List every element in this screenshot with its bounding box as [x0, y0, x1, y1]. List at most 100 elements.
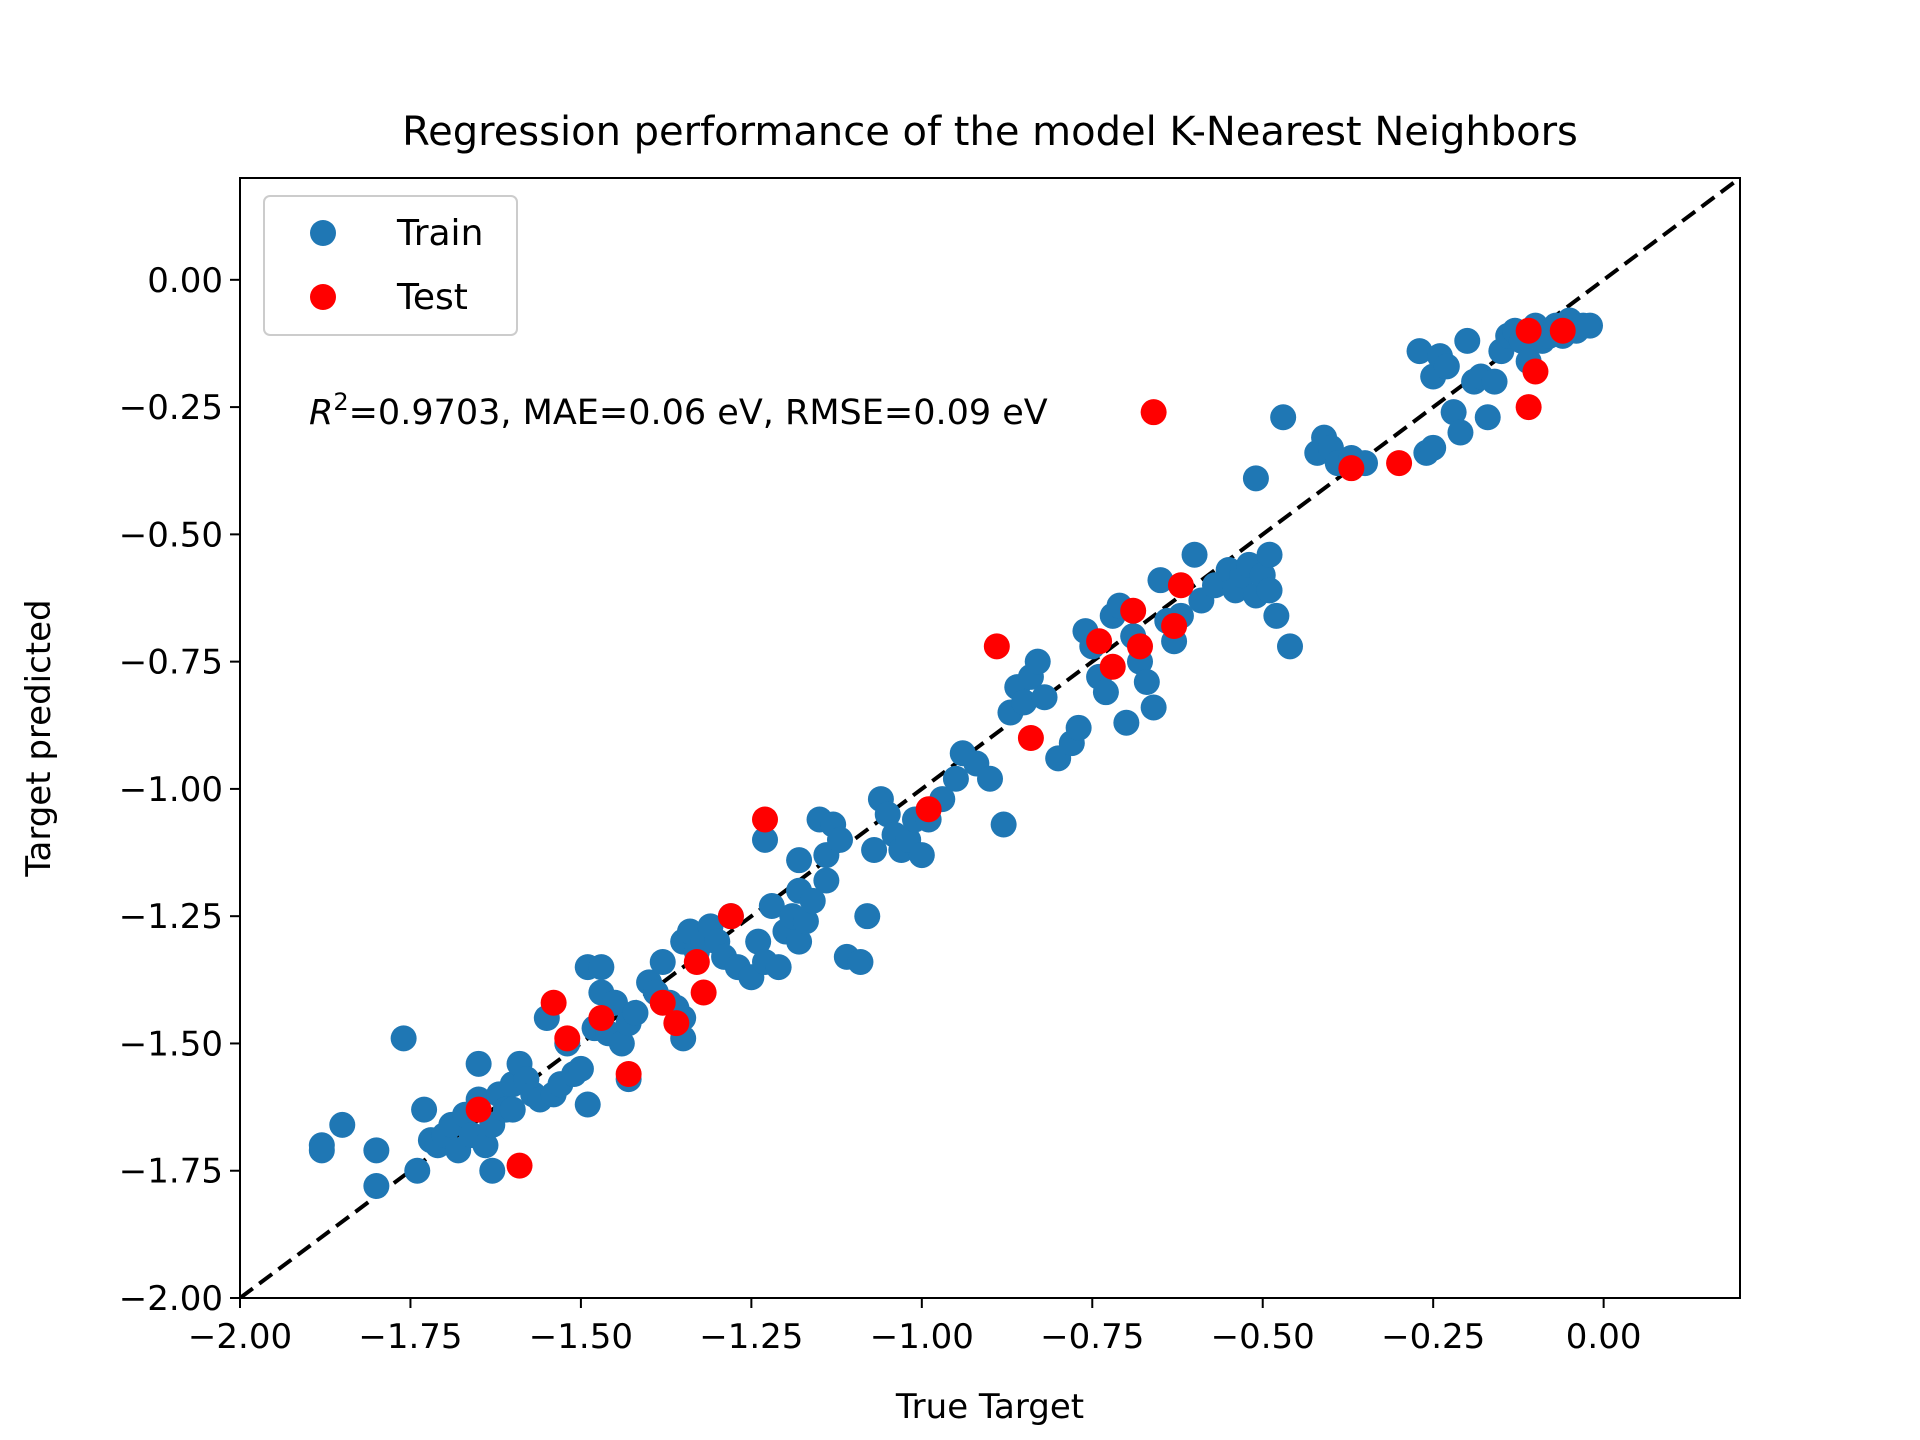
x-axis-ticks: −2.00 −1.75 −1.50 −1.25 −1.00 −0.75 −0.50 −0.25… [188, 1298, 1642, 1357]
test-point-16 [1099, 653, 1126, 680]
test-point-26 [1522, 358, 1549, 385]
test-point-5 [615, 1061, 642, 1087]
train-point-112 [1113, 709, 1140, 736]
legend-test-label: Test [396, 277, 468, 318]
train-point-75 [813, 867, 840, 894]
train-point-102 [1031, 684, 1058, 711]
train-point-99 [1011, 689, 1038, 716]
test-point-23 [1386, 450, 1413, 477]
train-point-15 [465, 1050, 492, 1077]
train-point-4 [363, 1173, 390, 1199]
train-point-96 [990, 811, 1017, 838]
train-point-82 [861, 837, 888, 863]
train-point-142 [1406, 338, 1433, 365]
train-point-131 [1256, 541, 1283, 568]
test-point-6 [649, 989, 676, 1016]
y-axis-ticks: −2.00 −1.75 −1.50 −1.25 −1.00 −0.75 −0.50 −0.25… [119, 261, 240, 1319]
train-point-17 [472, 1132, 499, 1159]
train-point-132 [1256, 577, 1283, 604]
test-point-2 [540, 989, 567, 1016]
train-point-105 [1065, 714, 1092, 741]
test-point-1 [506, 1152, 533, 1179]
test-point-24 [1515, 394, 1542, 421]
train-point-109 [1092, 679, 1119, 706]
x-tick-label-0: −2.00 [188, 1317, 292, 1357]
train-point-134 [1270, 404, 1297, 431]
test-point-15 [1086, 628, 1113, 655]
train-point-65 [758, 893, 785, 919]
train-point-80 [847, 949, 874, 975]
train-point-133 [1263, 602, 1290, 629]
plot-frame [239, 177, 1741, 1299]
test-point-13 [983, 633, 1010, 660]
y-tick-label-2: −1.50 [119, 1024, 223, 1064]
train-point-7 [411, 1096, 438, 1123]
chart-title: Regression performance of the model K-Ne… [402, 109, 1578, 155]
r2-superscript: 2 [333, 388, 348, 416]
y-axis-label: Target predicted [19, 599, 59, 877]
train-point-73 [799, 887, 826, 914]
test-point-18 [1127, 633, 1153, 660]
train-point-64 [752, 826, 778, 853]
metrics-annotation: R2=0.9703, MAE=0.06 eV, RMSE=0.09 eV [309, 388, 1048, 433]
train-point-84 [874, 801, 901, 828]
test-point-9 [690, 979, 717, 1006]
x-tick-label-4: −1.00 [870, 1317, 974, 1357]
x-tick-label-8: 0.00 [1566, 1317, 1642, 1357]
train-point-92 [942, 765, 969, 792]
r2-symbol: R [309, 393, 333, 433]
train-point-116 [1140, 694, 1167, 721]
plot-marks [240, 178, 1740, 1298]
x-axis-label: True Target [895, 1387, 1084, 1427]
train-point-3 [363, 1137, 390, 1164]
y-tick-label-5: −0.75 [119, 643, 223, 683]
train-point-6 [404, 1157, 431, 1184]
test-point-27 [1549, 317, 1576, 344]
train-point-5 [390, 1025, 417, 1052]
train-point-153 [1474, 404, 1501, 431]
y-tick-label-6: −0.50 [119, 515, 223, 555]
train-point-154 [1481, 368, 1508, 395]
x-tick-label-5: −0.75 [1040, 1317, 1144, 1357]
test-point-25 [1515, 317, 1542, 344]
x-tick-label-6: −0.50 [1211, 1317, 1315, 1357]
train-point-115 [1133, 669, 1160, 695]
test-point-8 [683, 949, 710, 975]
test-point-3 [554, 1025, 581, 1052]
y-tick-label-1: −1.75 [119, 1152, 223, 1192]
train-point-69 [786, 928, 813, 955]
train-point-168 [1577, 312, 1603, 339]
test-point-20 [1161, 613, 1188, 639]
test-point-10 [717, 903, 744, 930]
train-point-2 [329, 1111, 356, 1138]
train-point-147 [1433, 353, 1460, 380]
train-point-135 [1277, 633, 1303, 660]
x-tick-label-3: −1.25 [699, 1317, 803, 1357]
x-tick-label-7: −0.25 [1381, 1317, 1485, 1357]
legend: Train Test [263, 195, 518, 336]
train-point-78 [827, 826, 853, 853]
train-point-1 [308, 1137, 335, 1164]
train-point-101 [1024, 648, 1051, 675]
test-point-17 [1120, 597, 1147, 624]
train-point-150 [1454, 327, 1481, 354]
train-point-149 [1447, 419, 1474, 446]
legend-train-marker [310, 220, 336, 246]
test-point-4 [588, 1005, 615, 1031]
train-point-148 [1440, 399, 1467, 426]
y-tick-label-0: −2.00 [119, 1279, 223, 1319]
train-point-144 [1420, 434, 1447, 461]
test-point-0 [465, 1096, 492, 1123]
train-point-18 [479, 1157, 506, 1184]
train-point-41 [608, 1030, 635, 1057]
metrics-text: =0.9703, MAE=0.06 eV, RMSE=0.09 eV [349, 393, 1048, 433]
test-point-7 [663, 1010, 690, 1037]
y-tick-label-4: −1.00 [119, 770, 223, 810]
test-point-21 [1167, 572, 1194, 599]
train-series [308, 307, 1603, 1199]
y-tick-label-8: 0.00 [147, 261, 223, 301]
legend-test-marker [310, 284, 336, 310]
train-point-22 [499, 1096, 526, 1123]
test-point-11 [752, 806, 778, 833]
